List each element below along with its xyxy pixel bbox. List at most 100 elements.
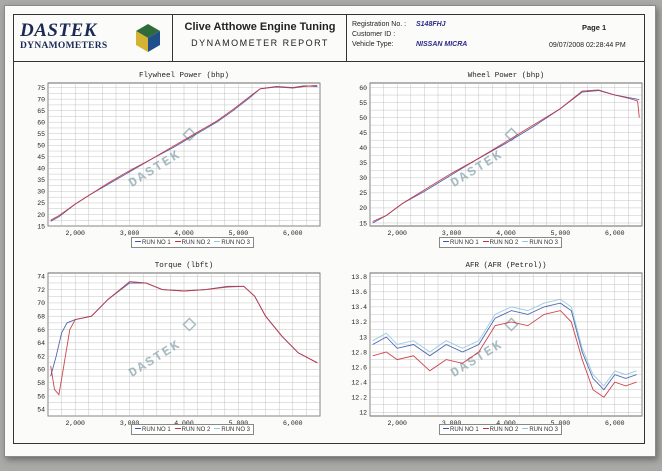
legend: RUN NO 1 RUN NO 2 RUN NO 3: [131, 424, 255, 435]
header-divider: [346, 15, 347, 61]
y-tick-label: 50: [37, 143, 45, 150]
x-tick-label: 6,000: [283, 420, 303, 427]
y-tick-label: 13.2: [351, 319, 367, 326]
x-tick-label: 3,000: [120, 420, 140, 427]
y-tick-label: 12.4: [351, 379, 367, 386]
legend-item-run1: RUN NO 1: [135, 240, 171, 246]
x-tick-label: 5,000: [229, 420, 249, 427]
legend: RUN NO 1 RUN NO 2 RUN NO 3: [131, 237, 255, 248]
legend-item-run2: RUN NO 2: [482, 239, 519, 246]
legend-item-run1: RUN NO 1: [443, 240, 479, 246]
y-tick-label: 40: [37, 166, 45, 173]
legend-item-run2: RUN NO 2: [174, 239, 211, 246]
y-tick-label: 40: [359, 145, 367, 152]
report-title: DYNAMOMETER REPORT: [191, 38, 329, 48]
chart-title: AFR (AFR (Petrol)): [465, 262, 546, 270]
y-tick-label: 68: [37, 314, 45, 321]
legend-label: RUN NO 1: [450, 426, 479, 433]
legend-item-run3: RUN NO 3: [214, 240, 250, 246]
watermark-cube-icon: [504, 127, 519, 142]
watermark-cube-icon: [182, 127, 197, 142]
y-tick-label: 12.2: [351, 394, 367, 401]
chart-title: Wheel Power (bhp): [468, 72, 545, 80]
legend-item-run3: RUN NO 3: [522, 240, 558, 246]
y-tick-label: 54: [37, 407, 45, 414]
y-tick-label: 56: [37, 393, 45, 400]
report-frame: DASTEK DYNAMOMETERS Clive Atthowe Engine…: [13, 14, 645, 444]
y-tick-label: 35: [37, 177, 45, 184]
x-tick-label: 5,000: [551, 420, 571, 427]
dastek-logo: DASTEK DYNAMOMETERS: [20, 20, 170, 60]
legend-item-run2: RUN NO 2: [174, 427, 210, 433]
y-tick-label: 70: [37, 96, 45, 103]
series-line: [372, 310, 637, 398]
x-tick-label: 2,000: [387, 420, 407, 427]
logo-main-text: DASTEK: [20, 20, 97, 41]
y-tick-label: 13.6: [351, 289, 367, 296]
y-tick-label: 55: [359, 100, 367, 107]
x-tick-label: 4,000: [174, 420, 194, 427]
series-line: [372, 298, 637, 387]
y-tick-label: 25: [37, 200, 45, 207]
chart-title: Torque (lbft): [155, 262, 214, 270]
legend: RUN NO 1 RUN NO 2 RUN NO 3: [439, 424, 563, 435]
y-tick-label: 12: [359, 410, 367, 417]
legend-label: RUN NO 1: [142, 239, 171, 246]
y-tick-label: 50: [359, 115, 367, 122]
header-bottom-rule: [14, 61, 644, 62]
y-tick-label: 35: [359, 160, 367, 167]
y-tick-label: 60: [359, 85, 367, 92]
x-tick-label: 6,000: [605, 230, 625, 237]
vehicle-value: NISSAN MICRA: [416, 41, 468, 48]
page-number: Page 1: [582, 23, 607, 32]
legend-label: RUN NO 2: [489, 239, 519, 246]
y-tick-label: 12.8: [351, 349, 367, 356]
y-tick-label: 20: [359, 205, 367, 212]
x-tick-label: 5,000: [229, 230, 249, 237]
y-tick-label: 13: [359, 334, 367, 341]
legend-label: RUN NO 3: [221, 239, 251, 246]
y-tick-label: 75: [37, 85, 45, 92]
y-tick-label: 12.6: [351, 364, 367, 371]
registration-label: Registration No. :: [352, 21, 407, 28]
legend-label: RUN NO 3: [221, 426, 251, 433]
legend-item-run3: RUN NO 3: [214, 427, 250, 433]
legend-item-run1: RUN NO 1: [443, 427, 479, 433]
legend-label: RUN NO 2: [181, 239, 211, 246]
legend-label: RUN NO 3: [529, 426, 559, 433]
x-tick-label: 6,000: [283, 230, 303, 237]
registration-value: S148FHJ: [416, 21, 446, 28]
company-name: Clive Atthowe Engine Tuning: [184, 21, 336, 33]
x-tick-label: 4,000: [496, 420, 516, 427]
x-tick-label: 5,000: [551, 230, 571, 237]
y-tick-label: 58: [37, 380, 45, 387]
customer-label: Customer ID :: [352, 31, 396, 38]
series-line: [372, 302, 637, 391]
x-tick-label: 3,000: [442, 420, 462, 427]
logo-sub-text: DYNAMOMETERS: [20, 41, 108, 51]
legend: RUN NO 1 RUN NO 2 RUN NO 3: [439, 237, 563, 248]
y-tick-label: 64: [37, 340, 45, 347]
y-tick-label: 13.8: [351, 274, 367, 281]
flywheel-power-chart: Flywheel Power (bhp) 15 20 25 30 35 40 45 50 55 60…: [37, 72, 321, 237]
vehicle-label: Vehicle Type:: [352, 41, 394, 48]
legend-label: RUN NO 1: [450, 239, 479, 246]
legend-item-run1: RUN NO 1: [135, 427, 171, 433]
x-tick-label: 2,000: [65, 420, 85, 427]
y-tick-label: 65: [37, 108, 45, 115]
wheel-power-chart: Wheel Power (bhp) 15 20 25 30 35 40 45 50 55 60 2,0…: [359, 72, 643, 237]
report-datetime: 09/07/2008 02:28:44 PM: [549, 42, 626, 49]
y-tick-label: 20: [37, 212, 45, 219]
afr-chart: AFR (AFR (Petrol)) 12 12.2 12.4 12.6 12.8 13 13…: [351, 262, 643, 427]
y-tick-label: 74: [37, 274, 45, 281]
cube-logo-icon: [136, 24, 160, 52]
y-tick-label: 66: [37, 327, 45, 334]
y-tick-label: 72: [37, 287, 45, 294]
series-line: [50, 281, 318, 396]
x-tick-label: 4,000: [496, 230, 516, 237]
y-tick-label: 13.4: [351, 304, 367, 311]
y-tick-label: 60: [37, 367, 45, 374]
legend-item-run2: RUN NO 2: [482, 427, 518, 433]
legend-item-run3: RUN NO 3: [522, 427, 558, 433]
x-tick-label: 4,000: [174, 230, 194, 237]
